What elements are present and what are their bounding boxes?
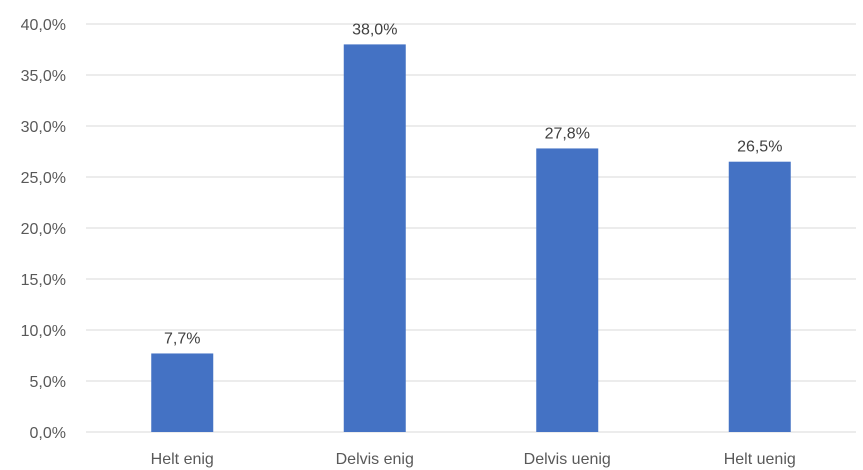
data-label: 26,5% (737, 139, 782, 156)
data-label: 38,0% (352, 21, 397, 38)
x-category-label: Helt enig (151, 451, 214, 468)
data-label: 7,7% (164, 330, 200, 347)
x-category-label: Delvis uenig (524, 451, 611, 468)
bars (151, 44, 791, 433)
gridlines (86, 23, 856, 433)
y-tick-label: 15,0% (21, 272, 66, 289)
y-tick-label: 0,0% (30, 425, 66, 442)
y-tick-label: 5,0% (30, 374, 66, 391)
y-tick-label: 40,0% (21, 17, 66, 34)
bar (728, 161, 791, 432)
y-tick-label: 35,0% (21, 68, 66, 85)
y-tick-label: 20,0% (21, 221, 66, 238)
bar (151, 353, 214, 432)
data-label: 27,8% (545, 125, 590, 142)
y-tick-label: 10,0% (21, 323, 66, 340)
y-axis-tick-labels: 0,0% 5,0% 10,0% 15,0% 20,0% 25,0% 30,0% 35,0% 40… (21, 17, 66, 442)
x-axis-category-labels: Helt enig Delvis enig Delvis uenig Helt uen… (151, 451, 796, 468)
x-category-label: Delvis enig (336, 451, 414, 468)
bar (536, 148, 599, 432)
y-tick-label: 30,0% (21, 119, 66, 136)
bar (343, 44, 406, 433)
data-labels: 7,7% 38,0% 27,8% 26,5% (164, 21, 782, 347)
x-category-label: Helt uenig (724, 451, 796, 468)
y-tick-label: 25,0% (21, 170, 66, 187)
